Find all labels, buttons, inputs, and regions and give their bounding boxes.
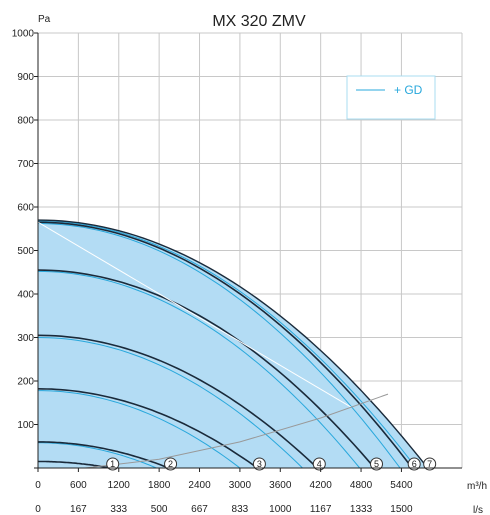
x2-tick-label: 1500 xyxy=(390,504,413,515)
y-tick-label: 700 xyxy=(17,159,34,170)
reference-diagonal-line xyxy=(37,221,352,408)
speed-curve xyxy=(37,269,376,469)
x2-axis-unit: l/s xyxy=(473,505,483,515)
speed-label-circle xyxy=(407,457,421,471)
x2-tick-label: 1167 xyxy=(310,504,332,515)
speed-curves xyxy=(37,219,429,469)
gd-curve xyxy=(37,337,303,469)
y-tick-label: 900 xyxy=(17,72,34,83)
system-curve xyxy=(85,393,389,469)
speed-label: 4 xyxy=(317,459,322,469)
x2-tick-label: 1000 xyxy=(269,504,292,515)
gd-curve xyxy=(37,220,417,469)
speed-curve xyxy=(37,388,258,469)
x-tick-label: 600 xyxy=(70,480,87,491)
x-tick-label: 2400 xyxy=(188,480,211,491)
speed-label-circle xyxy=(252,457,266,471)
chart-title: MX 320 ZMV xyxy=(212,13,306,30)
y-tick-label: 400 xyxy=(17,290,34,301)
legend-box xyxy=(346,75,436,120)
x-axis-unit: m³/h xyxy=(467,481,487,492)
speed-curve xyxy=(37,334,318,469)
x-tick-label: 4200 xyxy=(310,480,333,491)
y-tick-label: 1000 xyxy=(12,29,35,40)
gd-curve xyxy=(37,270,361,469)
speed-curve xyxy=(37,219,429,469)
speed-curve xyxy=(37,221,413,469)
speed-label-circle xyxy=(312,457,326,471)
x-tick-label: 1200 xyxy=(108,480,131,491)
speed-label: 5 xyxy=(374,459,379,469)
speed-label: 2 xyxy=(168,459,173,469)
x2-tick-label: 667 xyxy=(191,504,208,515)
gd-curves xyxy=(37,220,417,469)
y-tick-label: 300 xyxy=(17,333,34,344)
speed-label: 3 xyxy=(257,459,262,469)
x-tick-label: 1800 xyxy=(148,480,171,491)
x-tick-label: 4800 xyxy=(350,480,373,491)
reference-lines xyxy=(37,221,389,469)
legend-label: + GD xyxy=(394,83,423,97)
y-tick-label: 600 xyxy=(17,203,34,214)
y-tick-label: 100 xyxy=(17,420,34,431)
speed-label: 6 xyxy=(412,459,417,469)
x-tick-label: 0 xyxy=(35,480,41,491)
x-tick-label: 3600 xyxy=(269,480,292,491)
y-axis-unit: Pa xyxy=(38,14,51,25)
speed-label-circle xyxy=(423,457,437,471)
gd-curve xyxy=(38,390,241,469)
x2-tick-label: 0 xyxy=(35,504,41,515)
x-tick-label: 3000 xyxy=(229,480,252,491)
y-tick-label: 200 xyxy=(17,377,34,388)
x-tick-label: 5400 xyxy=(390,480,413,491)
axes: 1002003004005006007008009001000006001671… xyxy=(12,29,462,515)
x2-tick-label: 167 xyxy=(70,504,87,515)
gd-curve xyxy=(37,223,401,469)
x2-tick-label: 333 xyxy=(110,504,127,515)
speed-label-circle xyxy=(164,457,178,471)
y-tick-label: 500 xyxy=(17,246,34,257)
speed-label: 1 xyxy=(110,459,115,469)
x2-tick-label: 1333 xyxy=(350,504,373,515)
x2-tick-label: 833 xyxy=(232,504,249,515)
y-tick-label: 800 xyxy=(17,116,34,127)
speed-label: 7 xyxy=(427,459,432,469)
speed-label-circle xyxy=(106,457,120,471)
x2-tick-label: 500 xyxy=(151,504,168,515)
speed-curve xyxy=(38,441,169,469)
legend: + GD xyxy=(346,75,436,120)
speed-label-circle xyxy=(370,457,384,471)
gd-curve xyxy=(38,442,157,469)
